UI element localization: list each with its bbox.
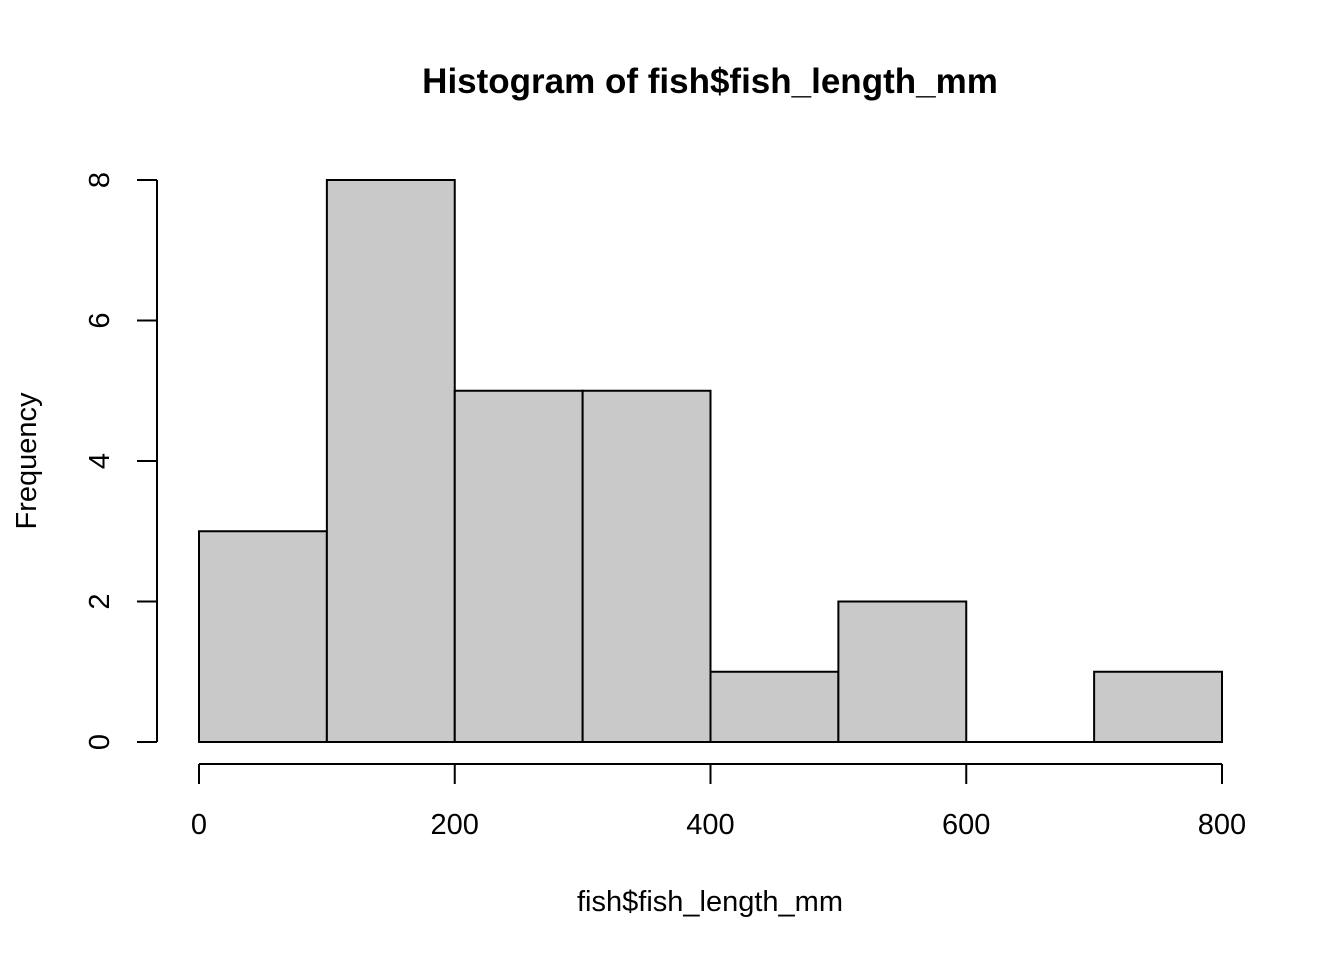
histogram-bar-5 [837,600,968,743]
histogram-bar-1 [325,179,456,743]
y-axis: 0 2 4 6 8 [84,172,158,750]
y-axis-title: Frequency [11,392,43,530]
y-tick-label-4: 8 [84,172,116,188]
histogram-bar-7 [1093,670,1223,743]
x-tick-label-1: 200 [431,809,479,841]
y-tick-label-0: 0 [84,734,116,750]
x-tick-label-4: 800 [1198,809,1246,841]
histogram-bar-3 [581,389,712,743]
x-axis: 0 200 400 600 800 [191,763,1246,841]
y-tick-label-2: 4 [84,453,116,469]
bars-group [198,179,1223,743]
x-tick-label-2: 400 [686,809,734,841]
y-tick-label-3: 6 [84,312,116,328]
x-tick-label-3: 600 [942,809,990,841]
histogram-bar-2 [453,389,584,743]
histogram-bar-0 [198,530,328,743]
histogram-bar-4 [709,670,840,743]
y-tick-label-1: 2 [84,593,116,609]
chart-title: Histogram of fish$fish_length_mm [422,62,998,101]
x-axis-title: fish$fish_length_mm [577,886,843,918]
x-tick-label-0: 0 [191,809,207,841]
